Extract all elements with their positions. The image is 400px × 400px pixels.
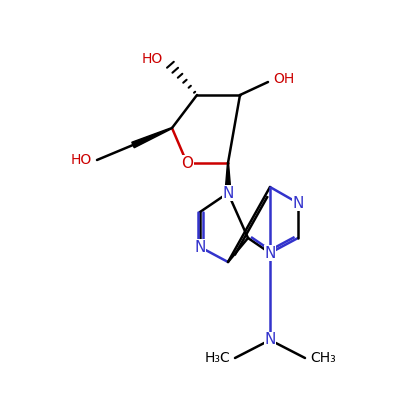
Text: N: N xyxy=(292,196,304,210)
Text: H₃C: H₃C xyxy=(204,351,230,365)
Text: HO: HO xyxy=(142,52,163,66)
Text: HO: HO xyxy=(71,153,92,167)
Text: CH₃: CH₃ xyxy=(310,351,336,365)
Text: N: N xyxy=(222,186,234,200)
Text: N: N xyxy=(264,332,276,348)
Polygon shape xyxy=(132,128,172,148)
Text: N: N xyxy=(194,240,206,254)
Polygon shape xyxy=(225,163,231,193)
Text: OH: OH xyxy=(273,72,294,86)
Text: N: N xyxy=(264,246,276,260)
Text: O: O xyxy=(181,156,193,170)
